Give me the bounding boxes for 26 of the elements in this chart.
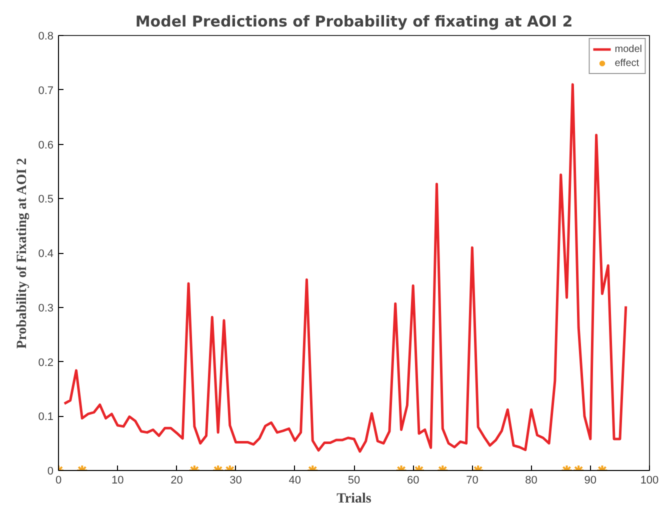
x-tick-label: 10 xyxy=(111,474,124,486)
y-axis-title: Probability of Fixating at AOI 2 xyxy=(15,158,30,349)
x-tick-label: 20 xyxy=(170,474,183,486)
x-tick-label: 70 xyxy=(466,474,478,486)
x-axis-title: Trials xyxy=(336,492,372,506)
x-tick-label: 80 xyxy=(525,474,538,486)
x-tick-label: 40 xyxy=(288,474,302,486)
x-tick-label: 90 xyxy=(584,474,597,486)
y-tick-label: 0.3 xyxy=(38,302,54,314)
x-tick-label: 50 xyxy=(348,474,360,486)
y-tick-label: 0.1 xyxy=(38,411,54,424)
y-tick-label: 0.8 xyxy=(38,30,54,42)
legend-label: effect xyxy=(614,56,640,70)
y-tick-label: 0.7 xyxy=(38,84,54,97)
x-tick-label: 100 xyxy=(640,474,659,486)
x-tick-label: 60 xyxy=(406,474,420,486)
x-tick-label: 30 xyxy=(230,474,242,486)
y-tick-label: 0 xyxy=(47,466,54,478)
x-tick-label: 0 xyxy=(55,474,62,486)
legend-label: model xyxy=(614,42,642,56)
y-tick-label: 0.6 xyxy=(38,139,54,152)
y-tick-label: 0.5 xyxy=(38,194,54,206)
chart-title: Model Predictions of Probability of fixating at AOI 2 xyxy=(135,12,573,30)
y-tick-label: 0.4 xyxy=(38,248,54,260)
line-series xyxy=(63,83,628,453)
y-tick-label: 0.2 xyxy=(38,356,54,369)
